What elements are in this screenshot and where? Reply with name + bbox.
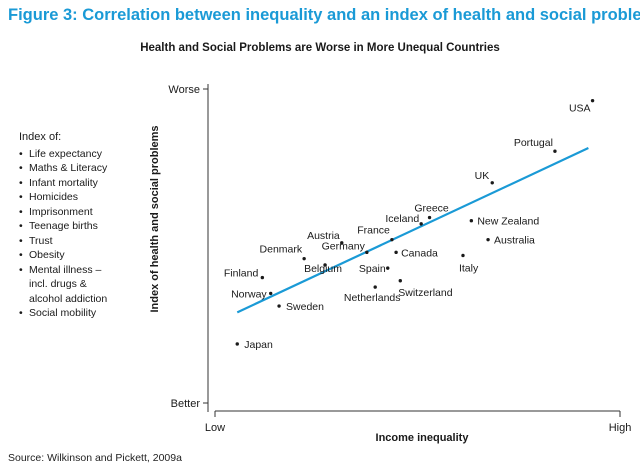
point-spain (386, 266, 390, 270)
point-austria (340, 241, 344, 245)
point-label-norway: Norway (231, 288, 267, 300)
y-tick-label-worse: Worse (168, 84, 200, 96)
legend-item-mental-illness-line: Mental illness – (29, 263, 102, 276)
point-label-denmark: Denmark (260, 244, 303, 256)
point-switzerland (398, 279, 402, 283)
legend-item-teenage-births: Teenage births (19, 219, 107, 234)
point-france (390, 237, 394, 242)
legend-heading: Index of: (19, 131, 62, 143)
point-label-austria: Austria (307, 230, 340, 242)
point-label-new-zealand: New Zealand (477, 216, 539, 228)
point-label-japan: Japan (244, 339, 273, 351)
legend-list: Life expectancy Maths & Literacy Infant … (19, 147, 107, 321)
point-usa (590, 98, 595, 103)
point-label-germany: Germany (322, 240, 366, 252)
legend-item-life-expectancy: Life expectancy (19, 147, 107, 162)
point-label-belgium: Belgium (304, 263, 342, 275)
point-label-netherlands: Netherlands (344, 292, 401, 304)
x-tick-label-high: High (609, 422, 632, 434)
point-label-spain: Spain (359, 263, 386, 275)
chart-title: Health and Social Problems are Worse in … (140, 42, 500, 54)
point-italy (461, 253, 465, 258)
point-label-iceland: Iceland (385, 213, 419, 225)
point-iceland (419, 222, 423, 226)
index-legend: Index of: Life expectancy Maths & Litera… (19, 130, 107, 321)
legend-item-trust: Trust (19, 234, 107, 249)
point-greece (427, 215, 432, 220)
point-label-greece: Greece (414, 203, 449, 215)
y-tick-label-better: Better (171, 398, 201, 410)
point-germany (365, 250, 369, 255)
point-uk (490, 181, 494, 185)
point-label-australia: Australia (494, 235, 535, 247)
point-norway (269, 291, 273, 296)
point-label-france: France (357, 225, 390, 237)
trend-line (236, 147, 589, 314)
point-canada (394, 250, 398, 255)
legend-item-obesity: Obesity (19, 248, 107, 263)
x-axis-title: Income inequality (376, 432, 470, 444)
legend-item-imprisonment: Imprisonment (19, 205, 107, 220)
x-tick-label-low: Low (205, 422, 225, 434)
point-label-uk: UK (475, 170, 490, 182)
point-label-canada: Canada (401, 247, 438, 259)
point-label-usa: USA (569, 103, 591, 115)
legend-item-maths-literacy: Maths & Literacy (19, 161, 107, 176)
point-finland (260, 275, 265, 280)
point-label-italy: Italy (459, 262, 479, 274)
axes: Worse Better Low High (168, 84, 631, 434)
point-australia (486, 237, 490, 242)
point-belgium (323, 263, 327, 267)
legend-item-social-mobility: Social mobility (19, 306, 107, 321)
point-japan (235, 342, 239, 346)
point-denmark (302, 256, 306, 261)
legend-item-mental-illness-line: incl. drugs & (29, 278, 87, 290)
point-label-portugal: Portugal (514, 137, 553, 149)
legend-item-infant-mortality: Infant mortality (19, 176, 107, 191)
point-label-sweden: Sweden (286, 301, 324, 313)
source-note: Source: Wilkinson and Pickett, 2009a (8, 452, 182, 464)
trend-line-layer (236, 147, 589, 314)
y-axis-title: Index of health and social problems (149, 125, 161, 312)
point-netherlands (373, 285, 377, 289)
point-label-switzerland: Switzerland (398, 287, 452, 299)
point-sweden (277, 304, 281, 308)
point-new-zealand (469, 219, 474, 223)
legend-item-mental-illness: Mental illness – incl. drugs & alcohol a… (19, 263, 107, 307)
legend-item-mental-illness-line: alcohol addiction (29, 292, 108, 305)
point-portugal (553, 149, 557, 153)
legend-item-homicides: Homicides (19, 190, 107, 205)
point-label-finland: Finland (224, 268, 259, 280)
figure-title: Figure 3: Correlation between inequality… (8, 6, 640, 24)
